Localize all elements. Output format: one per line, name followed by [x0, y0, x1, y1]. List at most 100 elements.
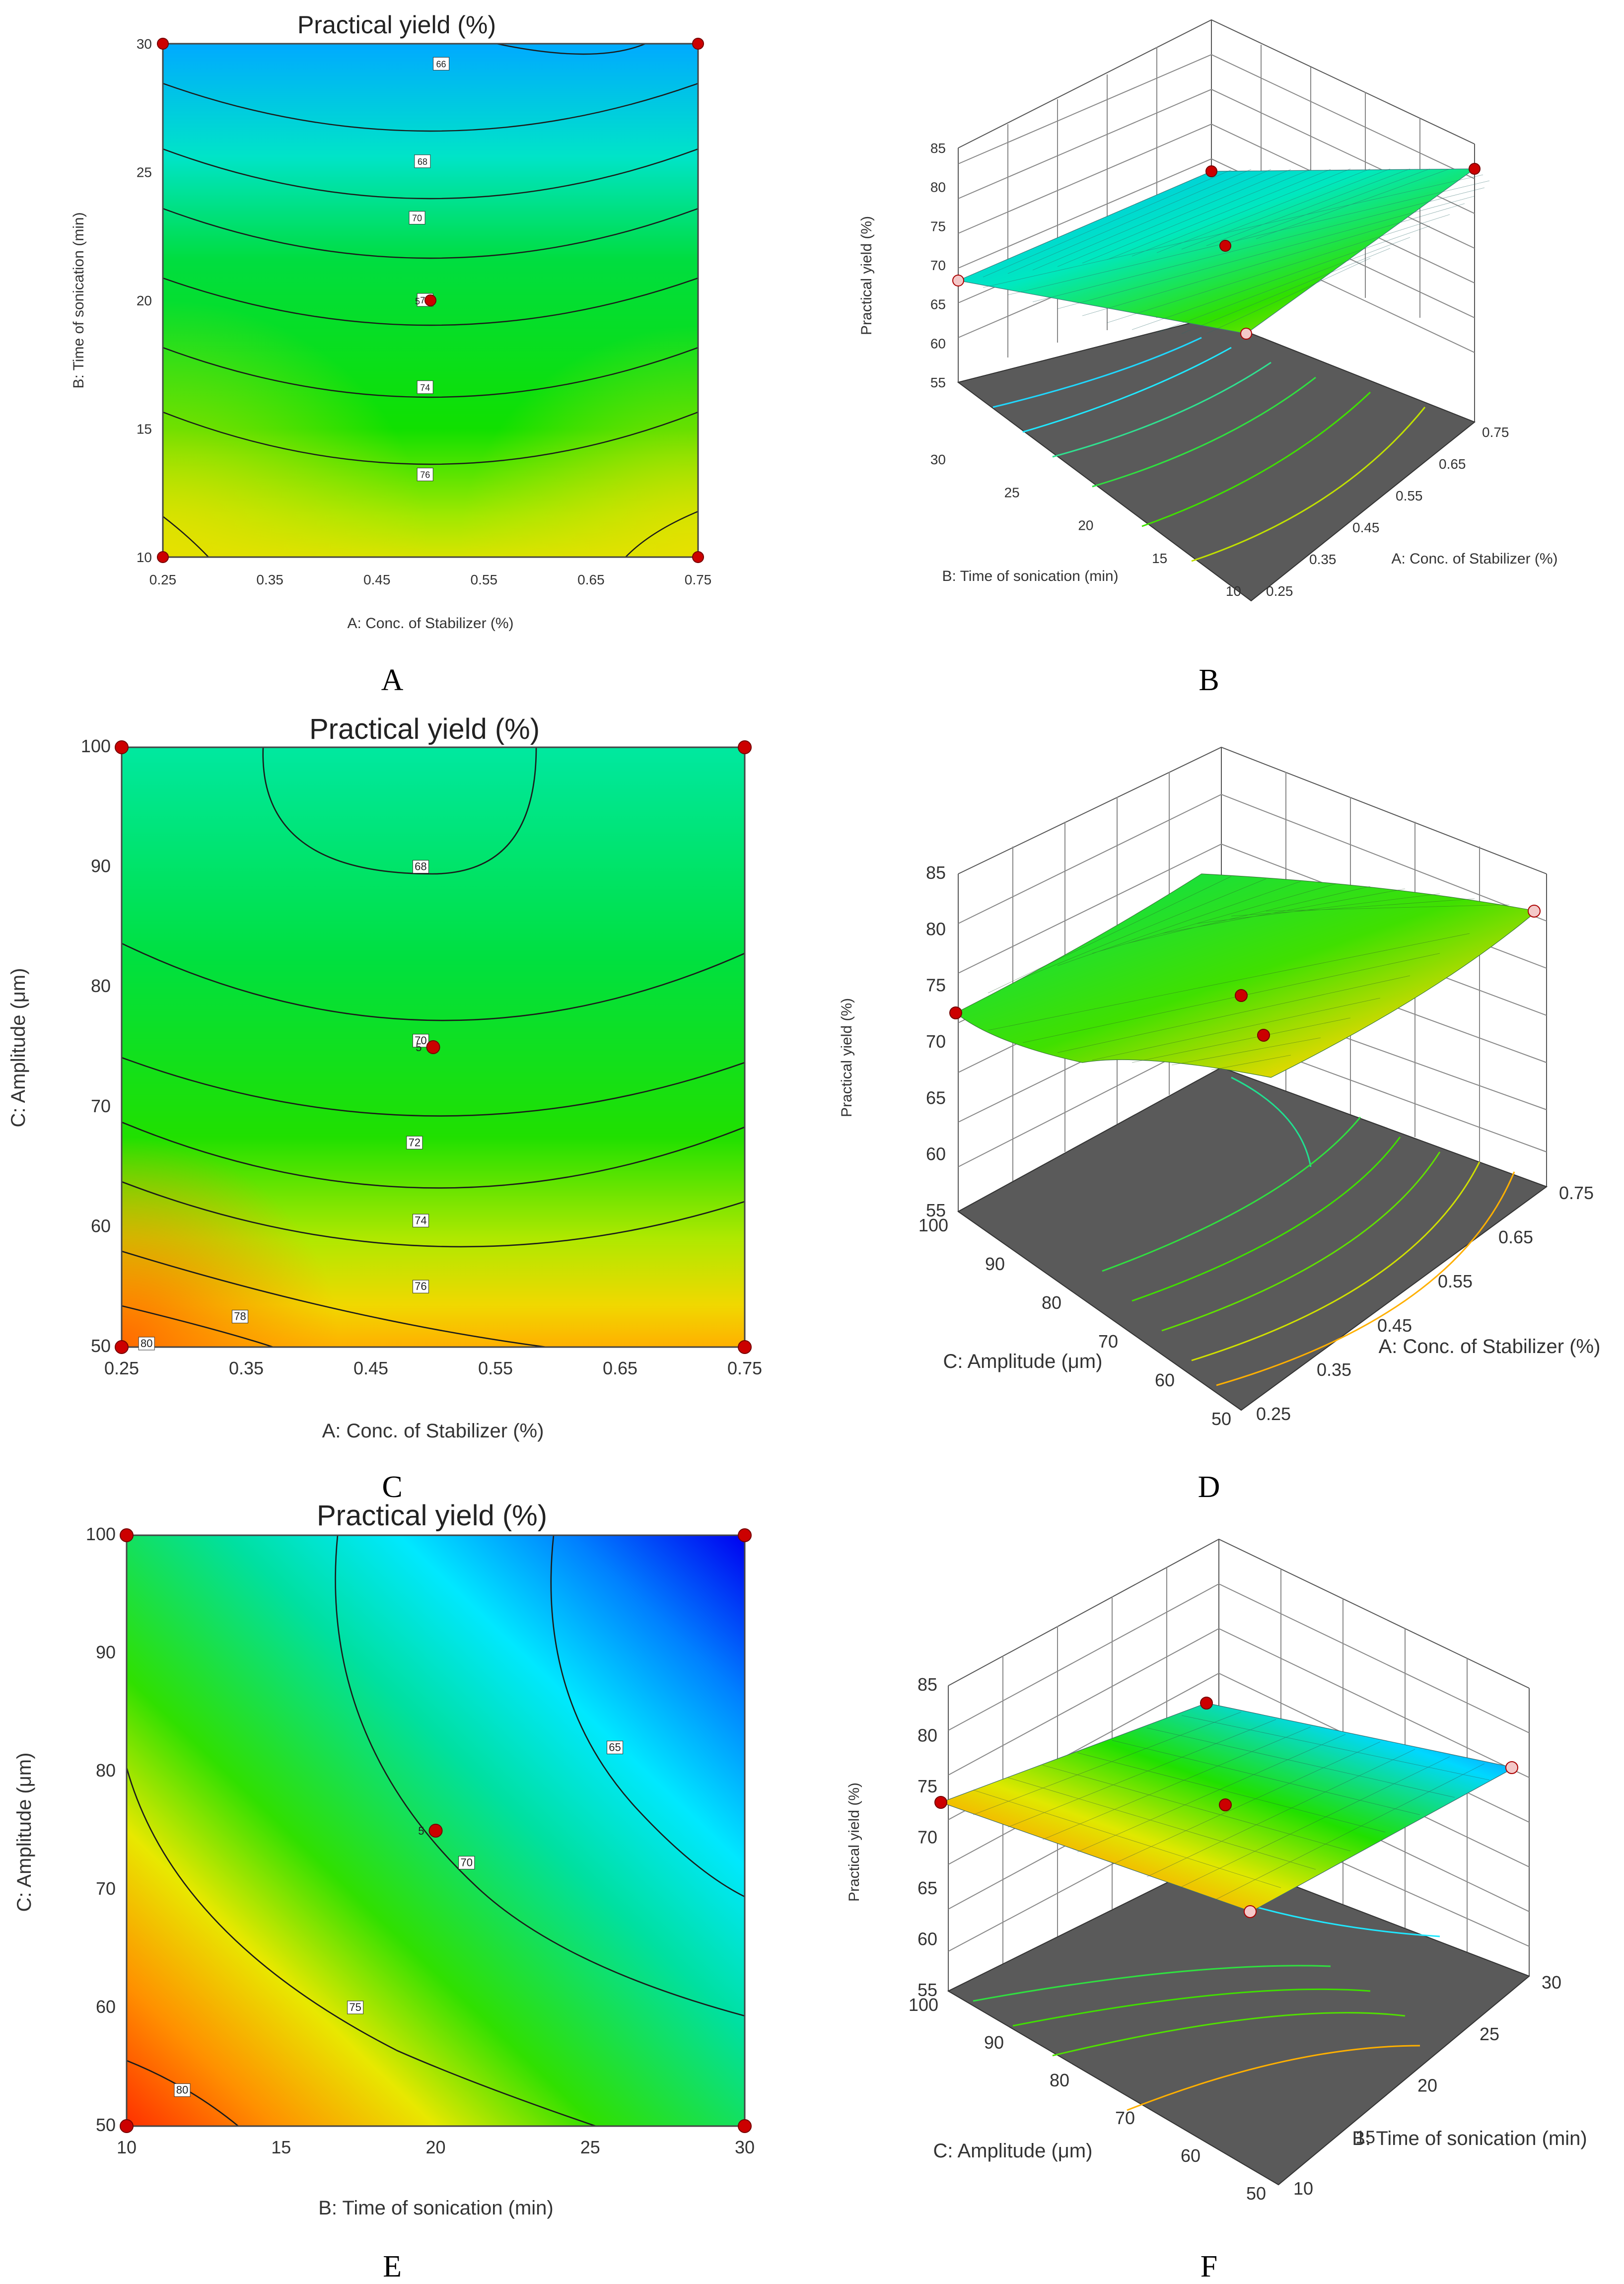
axes-box-b [958, 19, 1475, 602]
y-tick-label-c: 60 [91, 1215, 111, 1236]
contour-level-label: 66 [433, 57, 450, 71]
depth-tick-label-d: 50 [1211, 1409, 1231, 1429]
x-ticks-c: 0.25 0.35 0.45 0.55 0.65 0.75 [104, 1358, 762, 1378]
x-tick-label-c: 0.35 [229, 1358, 264, 1378]
design-point-b-4 [1219, 240, 1231, 252]
depth-tick-label-d: 60 [1155, 1370, 1175, 1390]
surface-mesh-f [973, 1712, 1490, 1900]
x-tick-label-c: 0.45 [353, 1358, 388, 1378]
z-tick-label-d: 85 [926, 862, 946, 883]
right-tick-label-f: 10 [1293, 2178, 1313, 2199]
floor-d [957, 1067, 1548, 1411]
y-ticks-e: 50 60 70 80 90 100 [86, 1524, 116, 2135]
svg-text:65: 65 [609, 1741, 621, 1753]
z-tick-label-d: 70 [926, 1031, 946, 1052]
right-tick-label-f: 15 [1355, 2127, 1375, 2147]
design-point-a-2 [692, 551, 704, 563]
contour-labels-c: 68 70 72 74 76 78 80 [138, 860, 429, 1351]
z-axis-label-d: Practical yield (%) [839, 998, 855, 1117]
z-tick-label-b: 80 [930, 180, 946, 195]
x-axis-label-c: A: Conc. of Stabilizer (%) [322, 1420, 544, 1442]
contour-lines-c [121, 747, 745, 1348]
panel-a: Practical yield (%) 666870727476 5 0.250… [71, 11, 711, 697]
design-point-e-4 [738, 1528, 752, 1542]
svg-text:70: 70 [412, 214, 422, 223]
y-axis-label-d: C: Amplitude (μm) [943, 1351, 1103, 1372]
design-point-a-3 [157, 38, 169, 50]
svg-text:68: 68 [418, 157, 427, 167]
design-point-b-3 [1469, 163, 1481, 175]
y-tick-label-e: 80 [96, 1760, 116, 1781]
design-point-f-4 [1219, 1798, 1232, 1811]
z-tick-label-d: 55 [926, 1200, 946, 1220]
z-tick-label-b: 70 [930, 258, 946, 273]
y-axis-label-f: C: Amplitude (μm) [933, 2140, 1093, 2162]
contour-level-label: 74 [412, 1213, 429, 1227]
x-tick-label-c: 0.75 [727, 1358, 762, 1378]
contour-level-label: 76 [412, 1280, 429, 1293]
depth-tick-label-d: 90 [985, 1254, 1005, 1274]
design-point-b-1 [952, 275, 964, 286]
z-tick-label-b: 60 [930, 336, 946, 351]
svg-text:74: 74 [420, 383, 430, 393]
depth-ticks-d: 100 90 80 70 60 50 [918, 1215, 1231, 1429]
design-point-d-1 [949, 1006, 962, 1019]
x-tick-label-c: 0.25 [104, 1358, 139, 1378]
design-point-a-1 [157, 551, 169, 563]
y-tick-label-a: 10 [137, 550, 152, 565]
z-tick-label-f: 80 [918, 1725, 937, 1746]
svg-text:80: 80 [176, 2084, 188, 2096]
svg-text:76: 76 [420, 470, 430, 480]
surface-b [957, 168, 1476, 334]
depth-tick-label-f: 50 [1246, 2183, 1266, 2204]
z-tick-label-f: 55 [918, 1980, 937, 2000]
plot-frame-a [162, 43, 699, 558]
x-tick-label-a: 0.25 [149, 572, 177, 587]
z-tick-label-f: 85 [918, 1674, 937, 1695]
contour-level-label: 80 [138, 1337, 155, 1351]
surface-mesh-d [988, 876, 1510, 1071]
y-axis-label-c: C: Amplitude (μm) [7, 968, 29, 1128]
z-tick-label-d: 60 [926, 1144, 946, 1164]
depth-tick-label-b: 30 [930, 452, 946, 467]
design-point-f-3 [1505, 1761, 1518, 1774]
right-tick-label-b: 0.45 [1352, 520, 1380, 535]
floor-contours-f [973, 1881, 1440, 2111]
panel-letter-f: F [1200, 2250, 1217, 2284]
z-axis-label-f: Practical yield (%) [846, 1783, 862, 1902]
design-point-d-2 [1528, 905, 1541, 918]
design-point-e-3 [120, 1528, 134, 1542]
depth-tick-label-f: 60 [1181, 2145, 1200, 2166]
right-tick-label-b: 0.65 [1439, 456, 1466, 472]
right-ticks-f: 10 15 20 25 30 [1293, 1972, 1561, 2199]
svg-text:75: 75 [349, 2001, 361, 2013]
svg-text:76: 76 [415, 1280, 426, 1292]
design-points-a: 5 [157, 38, 704, 563]
y-tick-label-e: 90 [96, 1642, 116, 1662]
right-tick-label-d: 0.25 [1256, 1404, 1291, 1424]
x-ticks-e: 10 15 20 25 30 [117, 2137, 755, 2157]
design-points-b [952, 163, 1481, 340]
panel-letter-d: D [1198, 1470, 1220, 1504]
x-tick-label-c: 0.65 [603, 1358, 637, 1378]
depth-ticks-f: 100 90 80 70 60 50 [909, 1995, 1266, 2204]
center-replicate-count: 5 [418, 1825, 424, 1837]
contour-level-label: 75 [347, 2000, 364, 2014]
right-tick-label-f: 20 [1417, 2075, 1437, 2096]
z-tick-label-b: 65 [930, 297, 946, 312]
y-ticks-c: 50 60 70 80 90 100 [81, 736, 111, 1356]
y-tick-label-c: 90 [91, 856, 111, 876]
depth-tick-label-f: 90 [984, 2032, 1004, 2053]
contour-level-label: 70 [458, 1856, 475, 1869]
design-point-d-4 [1257, 1029, 1270, 1042]
panel-e: Practical yield (%) 65 70 75 80 5 10 15 20 25 3… [13, 1499, 755, 2284]
y-tick-label-c: 50 [91, 1336, 111, 1356]
surface-d [955, 873, 1538, 1078]
x-tick-label-e: 15 [271, 2137, 291, 2157]
panel-d: 55 60 65 70 75 80 85 100 90 80 70 60 50 0.25 0.35 0.4… [839, 746, 1600, 1504]
design-point-e-2 [738, 2119, 752, 2133]
z-tick-label-b: 85 [930, 141, 946, 156]
center-replicate-count: 5 [416, 1041, 422, 1054]
